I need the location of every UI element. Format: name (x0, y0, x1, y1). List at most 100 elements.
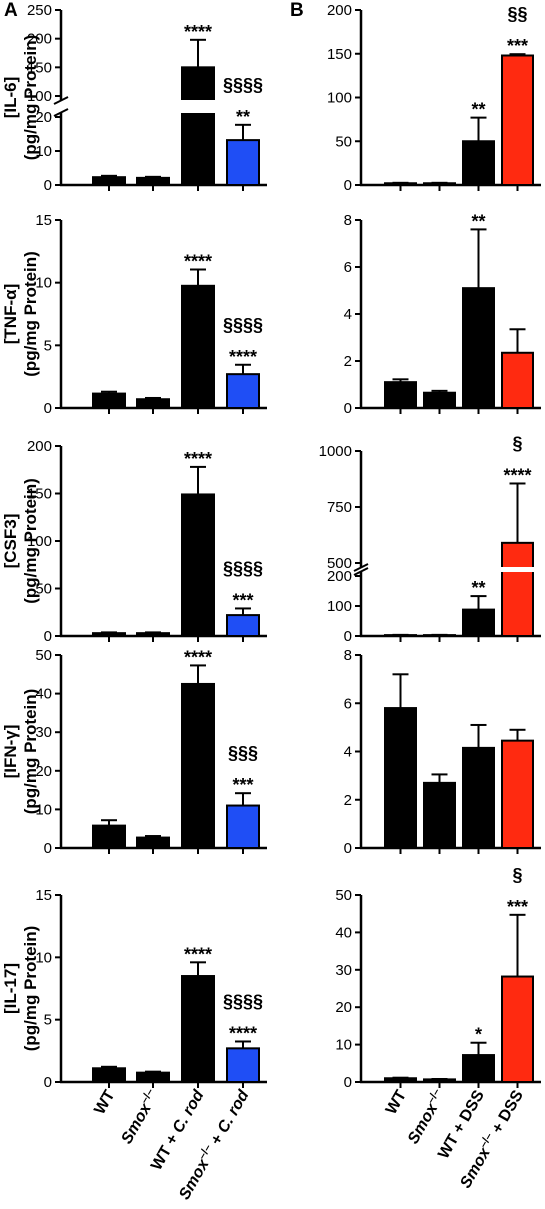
x-category-label-part: + (206, 1128, 230, 1152)
bar (226, 1047, 260, 1083)
x-category-label-part: Smox (176, 1156, 213, 1203)
y-tick-label: 8 (344, 647, 352, 664)
x-category-label-part: WT (91, 1087, 118, 1117)
x-category-label-part: + DSS (487, 1087, 527, 1140)
y-tick-label: 30 (335, 962, 352, 979)
bar (462, 608, 495, 637)
significance-stars: ** (471, 211, 485, 231)
bar (226, 804, 260, 849)
significance-sections: §§ (507, 4, 527, 24)
bar (181, 493, 215, 638)
axis-break-mark (53, 96, 69, 105)
axis-break-mark (353, 567, 369, 576)
y-tick-label: 15 (35, 887, 52, 904)
chart-a-2: 0 5 10 15 **** §§§§ **** [TNF-α] (pg/mg Protein) (1, 212, 267, 417)
significance-stars: **** (229, 1023, 257, 1043)
significance-stars: *** (507, 36, 528, 56)
significance-sections: §§§§ (223, 558, 263, 578)
chart-b-2: 0 2 4 6 8 ** (344, 211, 541, 417)
bar (92, 176, 126, 186)
y-tick-label: 200 (327, 2, 352, 19)
x-category-label-part: C. rod (215, 1086, 253, 1136)
x-category-label: Smox–/– (117, 1087, 163, 1147)
bar (92, 824, 126, 849)
significance-sections: §§§ (228, 743, 258, 763)
significance-sections: §§§§ (223, 75, 263, 95)
x-category-label-part: WT + (148, 1128, 184, 1174)
y-tick-label: 50 (335, 887, 352, 904)
bar (226, 614, 260, 637)
bar (462, 140, 495, 186)
y-tick-label: 10 (35, 143, 52, 160)
y-tick-label: 0 (344, 400, 352, 417)
significance-sections: §§§§ (223, 315, 263, 335)
y-axis-label: [IL-17] (1, 963, 20, 1014)
y-tick-label: 5 (44, 337, 52, 354)
y-tick-label: 6 (344, 259, 352, 276)
y-tick-label: 20 (35, 763, 52, 780)
bar (462, 1054, 495, 1084)
axis-break-mark (53, 108, 69, 117)
bar (462, 746, 495, 849)
chart-a-4: 0 10 20 30 40 50 **** §§§ *** [IFN-γ] (pg/mg Prote… (1, 647, 267, 857)
y-tick-label: 10 (35, 275, 52, 292)
significance-stars: **** (503, 465, 531, 485)
y-tick-label: 100 (327, 90, 352, 107)
bar-break-gap (180, 100, 216, 113)
y-axis-label-units: (pg/mg Protein) (21, 478, 40, 604)
significance-stars: * (475, 1025, 482, 1045)
bar (136, 1071, 170, 1084)
x-category-label-part: WT (383, 1087, 410, 1117)
bar (92, 1067, 126, 1083)
y-tick-label: 150 (27, 59, 52, 76)
y-tick-label: 50 (335, 133, 352, 150)
y-tick-label: 50 (35, 581, 52, 598)
chart-b-1: 0 50 100 150 200 ** §§ *** (327, 2, 541, 194)
y-axis-label: [IFN-γ] (1, 725, 20, 779)
y-tick-label: 0 (44, 628, 52, 645)
bar (181, 284, 215, 409)
significance-stars: ** (236, 107, 250, 127)
bar (181, 975, 215, 1083)
chart-b-4: 0 2 4 6 8 (344, 647, 541, 857)
x-category-label: Smox–/– (403, 1087, 449, 1147)
significance-stars: **** (184, 22, 212, 42)
panel-label-b: B (290, 0, 304, 21)
bar-break-gap (500, 567, 535, 572)
significance-stars: ** (471, 578, 485, 598)
bar (136, 398, 170, 409)
y-tick-label: 200 (27, 31, 52, 48)
y-tick-label: 100 (27, 533, 52, 550)
y-tick-label: 10 (335, 1037, 352, 1054)
y-tick-label: 30 (35, 724, 52, 741)
y-tick-label: 500 (327, 555, 352, 572)
chart-b-3: 500 750 1000 0 100 200 ** § **** (319, 433, 541, 645)
y-tick-label: 4 (344, 744, 352, 761)
bar (384, 381, 417, 409)
axis-break-mark (353, 563, 369, 572)
y-tick-label: 8 (344, 212, 352, 229)
x-category-label: WT (383, 1087, 410, 1117)
significance-stars: **** (229, 347, 257, 367)
x-category-label-part: Smox (405, 1100, 442, 1147)
chart-a-3: 0 50 100 150 200 **** §§§§ *** [CSF3] (pg/mg Prot… (1, 438, 267, 645)
y-tick-label: 750 (327, 499, 352, 516)
bar (423, 182, 456, 186)
bar (92, 632, 126, 638)
significance-stars: **** (184, 252, 212, 272)
y-axis-label-units: (pg/mg Protein) (21, 689, 40, 815)
bar (181, 66, 215, 186)
bar (92, 392, 126, 410)
bar (462, 287, 495, 409)
bar (226, 373, 260, 410)
bar (423, 781, 456, 849)
bar (384, 1077, 417, 1084)
bar (384, 707, 417, 850)
chart-a-1: 100 150 200 250 0 10 20 **** §§§§ ** [IL-6] (pg/mg … (1, 2, 267, 194)
significance-stars: *** (507, 897, 528, 917)
y-tick-label: 20 (35, 109, 52, 126)
y-tick-label: 40 (35, 686, 52, 703)
y-tick-label: 0 (44, 177, 52, 194)
bar (226, 139, 260, 186)
